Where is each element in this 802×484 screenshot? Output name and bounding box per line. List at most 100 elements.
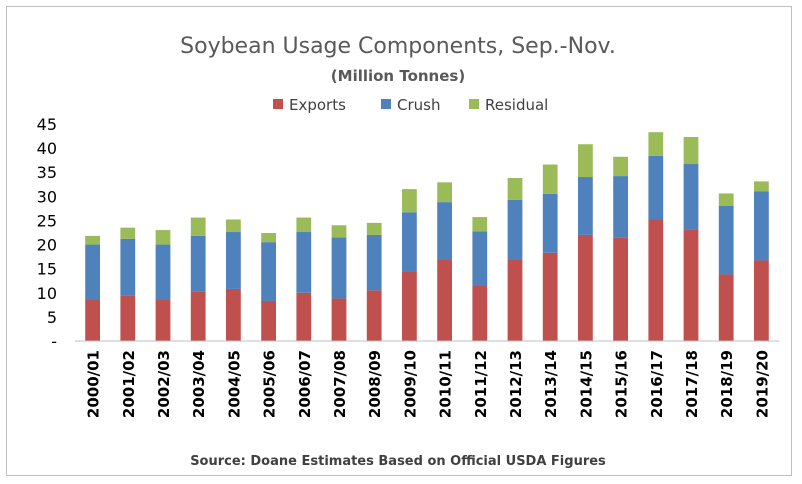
y-axis: - 5 10 15 20 25 30 35 40 45 [37,115,57,351]
bar-segment-crush [472,231,488,286]
bar-segment-crush [402,212,417,272]
bar-segment-residual [190,217,206,236]
bar-segment-residual [648,132,664,156]
bar-segment-exports [683,229,699,341]
x-tick-label: 2018/19 [718,350,736,418]
bar-segment-residual [120,227,136,239]
bar-segment-exports [261,300,276,341]
stacked-bar-chart: Soybean Usage Components, Sep.-Nov. (Mil… [37,34,779,469]
x-tick-label: 2007/08 [331,350,349,418]
y-tick-label: 40 [37,139,57,158]
legend-label-exports: Exports [289,96,346,114]
x-tick-label: 2015/16 [613,350,631,418]
chart-frame: Soybean Usage Components, Sep.-Nov. (Mil… [6,6,792,476]
bar-segment-residual [366,222,382,235]
bar-segment-residual [261,232,276,243]
bar-segment-residual [331,225,347,238]
legend: Exports Crush Residual [273,96,548,114]
bar-segment-residual [718,193,734,206]
bar-segment-exports [718,274,734,341]
bar-segment-crush [120,238,136,296]
bar-segment-exports [578,234,593,341]
x-tick-label: 2011/12 [472,350,490,418]
x-tick-label: 2013/14 [542,350,560,418]
x-tick-label: 2002/03 [155,350,173,418]
y-tick-label: 30 [37,187,57,206]
chart-title: Soybean Usage Components, Sep.-Nov. [180,34,616,59]
x-tick-label: 2009/10 [401,350,419,418]
bar-segment-exports [472,285,488,341]
bar-segment-residual [155,230,171,245]
bar-segment-residual [472,217,488,232]
x-tick-label: 2017/18 [683,350,701,418]
y-tick-label: 15 [37,260,57,279]
x-tick-label: 2006/07 [296,350,314,418]
bar-segment-residual [226,219,241,233]
bar-segment-residual [754,181,769,192]
bars [85,132,769,341]
bar-segment-crush [331,237,347,299]
x-tick-label: 2012/13 [507,350,525,418]
bar-segment-exports [754,260,769,341]
bar-segment-exports [226,288,241,341]
bar-segment-exports [296,292,312,341]
y-tick-label: 5 [47,308,57,327]
bar-segment-crush [85,244,100,301]
bar-segment-crush [683,164,699,230]
bar-segment-residual [85,235,100,245]
x-tick-label: 2003/04 [190,350,208,418]
bar-segment-exports [402,271,417,341]
y-tick-label: 20 [37,236,57,255]
bar-segment-crush [507,199,523,260]
bar-segment-crush [437,202,452,260]
x-tick-label: 2008/09 [366,350,384,418]
bar-segment-exports [437,259,452,341]
x-tick-label: 2016/17 [648,350,666,418]
bar-segment-exports [648,219,664,341]
x-tick-label: 2000/01 [85,350,103,418]
legend-label-crush: Crush [397,96,440,114]
bar-segment-residual [402,189,417,213]
x-tick-label: 2010/11 [437,350,455,418]
bar-segment-crush [754,191,769,261]
x-tick-label: 2019/20 [753,350,771,418]
bar-segment-crush [718,205,734,275]
x-tick-label: 2001/02 [120,350,138,418]
x-tick-label: 2014/15 [577,350,595,418]
bar-segment-exports [120,295,136,341]
bar-segment-crush [578,177,593,235]
legend-swatch-crush [381,99,391,109]
y-tick-label: 25 [37,211,57,230]
bar-segment-crush [261,242,276,301]
bar-segment-exports [155,300,171,341]
y-tick-label: - [51,332,57,351]
y-tick-label: 45 [37,115,57,134]
x-tick-label: 2004/05 [225,350,243,418]
bar-segment-crush [366,234,382,291]
bar-segment-exports [331,298,347,341]
bar-segment-crush [542,193,558,253]
bar-segment-exports [613,237,628,341]
bar-segment-crush [648,155,664,220]
bar-segment-crush [226,232,241,289]
bar-segment-residual [507,178,523,200]
bar-segment-crush [613,176,628,238]
y-tick-label: 10 [37,284,57,303]
bar-segment-residual [296,217,312,233]
legend-label-residual: Residual [485,96,548,114]
bar-segment-exports [542,252,558,341]
bar-segment-residual [613,156,628,177]
bar-segment-residual [683,137,699,165]
bar-segment-crush [296,232,312,293]
x-tick-label: 2005/06 [261,350,279,418]
bar-segment-exports [366,290,382,341]
bar-segment-exports [507,259,523,341]
source-note: Source: Doane Estimates Based on Officia… [190,454,606,469]
bar-segment-crush [155,244,171,301]
x-axis: 2000/01 2001/02 2002/03 2003/04 2004/05 2005/… [75,340,779,418]
legend-swatch-exports [273,99,283,109]
legend-swatch-residual [469,99,479,109]
bar-segment-crush [190,235,206,292]
bar-segment-residual [578,144,593,178]
bar-segment-exports [190,291,206,341]
